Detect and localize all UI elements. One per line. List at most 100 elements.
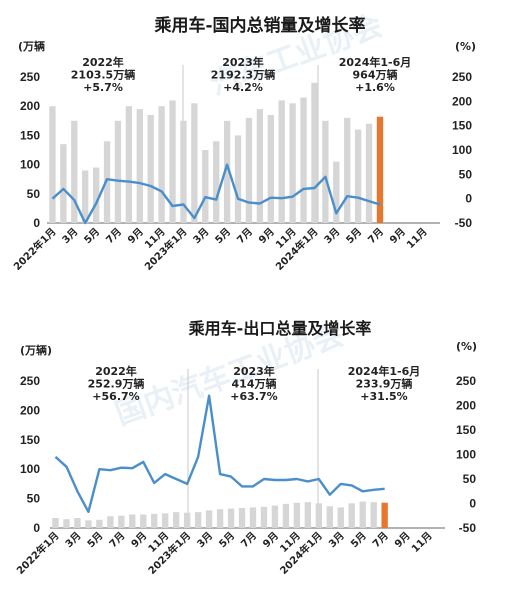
annotation-line: +31.5% [360,390,407,403]
right-tick-label: 50 [459,167,473,181]
bar [238,508,246,528]
bar [183,512,191,528]
x-tick-label: 3月 [191,226,211,246]
annotation-line: 2023年 [233,364,275,378]
bar [245,117,253,223]
bar [92,167,100,223]
x-tick-label: 3月 [60,226,80,246]
chart2-title: 乘用车-出口总量及增长率 [188,319,372,338]
x-tick-label: 5月 [82,226,102,246]
bar [282,503,290,528]
bar [169,100,176,223]
bar [315,503,323,528]
right-tick-label: -50 [455,216,473,230]
bar [344,117,351,223]
bar [52,518,59,528]
annotation-line: +5.7% [83,81,123,94]
highlight-bar [376,116,384,223]
annotation-line: +56.7% [92,390,139,403]
left-tick-label: 50 [27,492,41,506]
bar [172,512,180,528]
right-tick-label: 200 [452,94,472,108]
x-tick-label: 11月 [409,530,434,555]
x-tick-label: 3月 [322,226,342,246]
right-tick-label: -50 [459,521,477,535]
domestic-sales-chart: 乘用车-国内总销量及增长率 (万辆 (%) 250 200 150 100 50 0 250… [11,15,476,273]
bar [267,114,274,223]
bar [158,106,165,223]
bar [74,518,81,528]
x-tick-label: 5月 [213,226,233,246]
right-tick-label: 0 [469,497,476,511]
annotation-line: 233.9万辆 [356,377,413,391]
chart1-title: 乘用车-国内总销量及增长率 [153,15,365,36]
annotation-line: 2022年 [95,364,137,378]
right-tick-label: 200 [456,399,476,413]
right-tick-label: 100 [452,143,472,157]
right-tick-label: 250 [456,374,476,388]
chart1-left-unit: (万辆 [18,39,45,53]
x-tick-label: 7月 [370,530,390,550]
left-tick-label: 200 [20,99,40,113]
left-tick-label: 250 [20,374,40,388]
bar [205,510,213,528]
annotation-line: 964万辆 [353,68,398,82]
bar [234,135,242,223]
bar [354,129,362,223]
growth-rate-line [51,163,381,225]
bar [322,120,329,223]
bar [82,170,89,223]
left-tick-label: 150 [20,433,40,447]
bar [227,508,235,528]
bar [260,506,268,528]
annotation-line: +1.6% [355,81,395,94]
bar [216,509,224,528]
x-tick-label: 5月 [348,530,368,550]
bar [326,506,333,528]
left-tick-label: 250 [20,70,40,84]
x-tick-label: 3月 [326,530,346,550]
left-tick-label: 150 [20,128,40,142]
bar [256,109,264,223]
right-tick-label: 100 [456,448,476,462]
bar [278,100,285,223]
x-tick-label: 2022年1月 [14,529,62,577]
bar [162,513,169,528]
right-tick-label: 50 [463,472,477,486]
bar [202,150,209,223]
x-tick-label: 5月 [344,226,364,246]
x-tick-label: 3月 [63,530,83,550]
annotation-line: 2022年 [82,55,124,69]
bar [300,97,307,223]
bar [191,103,198,223]
right-tick-label: 150 [456,423,476,437]
bar [304,502,312,528]
left-tick-label: 100 [20,462,40,476]
bar [129,514,136,528]
bar [293,502,301,528]
bar [49,106,56,223]
annotation-line: 252.9万辆 [88,377,145,391]
growth-rate-line [54,394,385,513]
bar [333,161,340,223]
bar [118,515,125,528]
bar [223,120,231,223]
right-tick-label: 0 [465,192,472,206]
bar [103,141,111,223]
chart1-right-unit: (%) [455,40,476,53]
bar [151,513,158,528]
annotation-line: 2023年 [222,55,264,69]
bar [63,519,70,528]
x-tick-label: 7月 [239,530,259,550]
bar [180,120,187,223]
chart2-left-unit: (万辆) [20,343,52,357]
x-tick-label: 7月 [107,530,127,550]
annotation-line: 2103.5万辆 [71,68,135,82]
left-tick-label: 50 [27,187,41,201]
annotation-line: 2192.3万辆 [211,68,275,82]
highlight-bar [381,502,388,528]
annotation-line: 2024年1-6月 [348,364,421,378]
x-tick-label: 7月 [366,226,386,246]
bar [213,141,220,223]
annotation-line: 414万辆 [232,377,277,391]
